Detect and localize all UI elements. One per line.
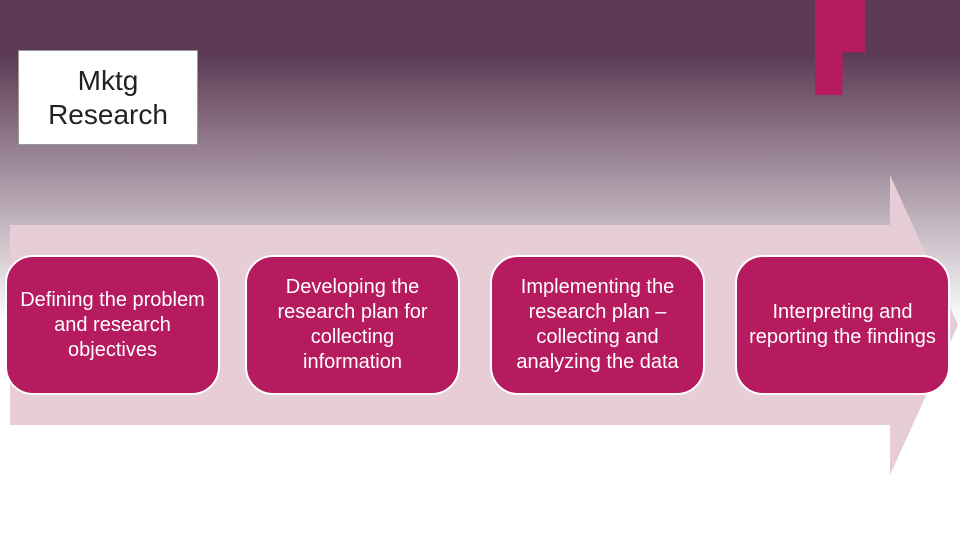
step-label: Interpreting and reporting the findings (749, 300, 936, 350)
step-box-1: Defining the problem and research object… (5, 255, 220, 395)
step-box-2: Developing the research plan for collect… (245, 255, 460, 395)
step-box-3: Implementing the research plan – collect… (490, 255, 705, 395)
step-box-4: Interpreting and reporting the findings (735, 255, 950, 395)
step-label: Developing the research plan for collect… (259, 275, 446, 375)
step-label: Implementing the research plan – collect… (504, 275, 691, 375)
step-label: Defining the problem and research object… (19, 288, 206, 363)
